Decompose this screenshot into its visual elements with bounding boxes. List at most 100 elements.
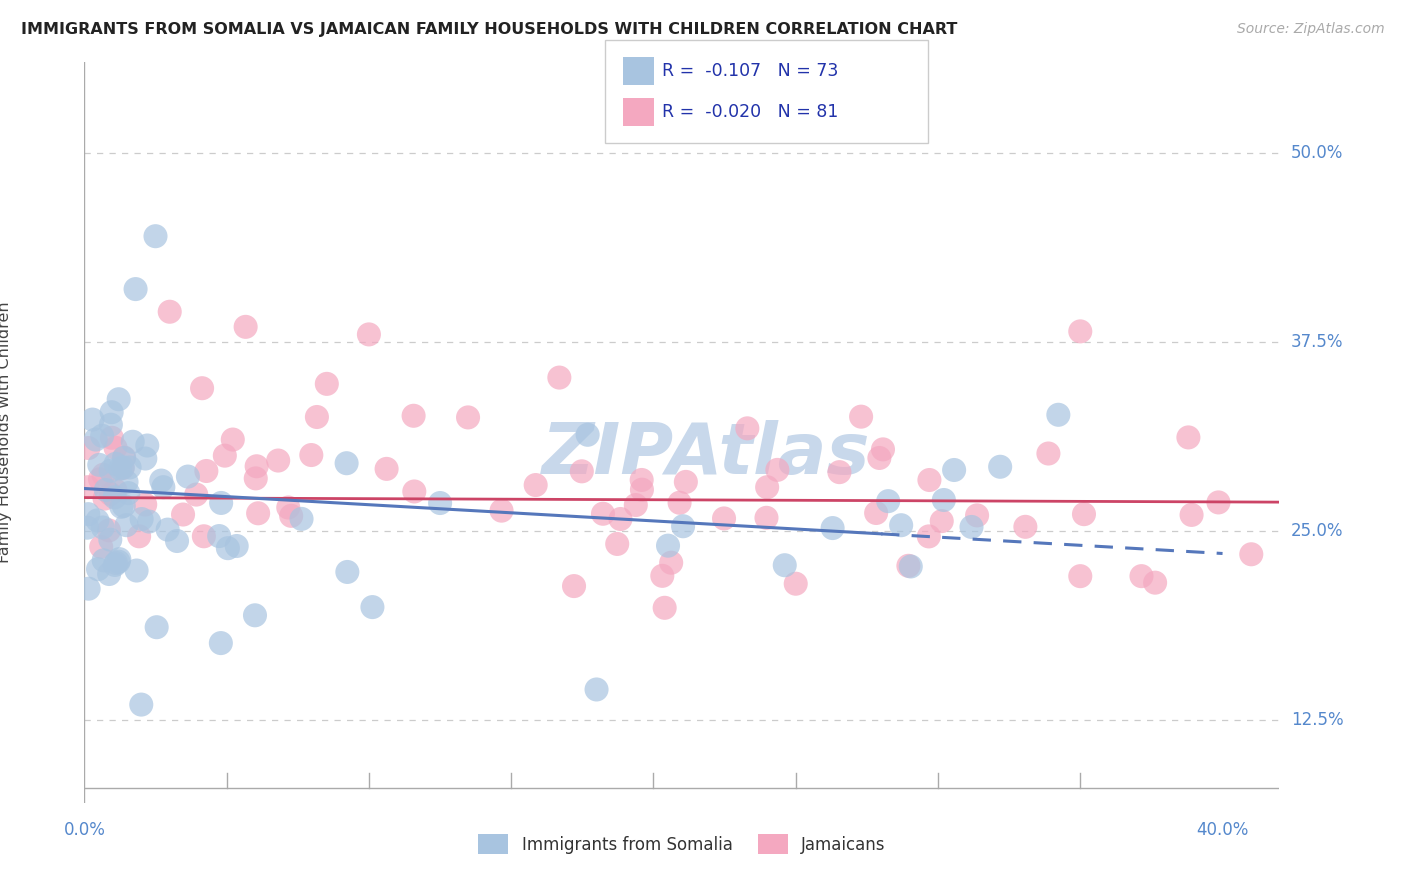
Point <box>86 513 108 527</box>
Point <box>110 500 132 514</box>
Point <box>243 608 266 623</box>
Point <box>208 529 231 543</box>
Point <box>361 600 384 615</box>
Point <box>1240 547 1263 561</box>
Text: R =  -0.107   N = 73: R = -0.107 N = 73 <box>662 62 838 79</box>
Point <box>357 327 380 342</box>
Point <box>222 433 245 447</box>
Point <box>97 524 120 538</box>
Point <box>375 462 398 476</box>
Point <box>659 556 682 570</box>
Point <box>209 496 232 510</box>
Point <box>918 473 941 487</box>
Point <box>1144 575 1167 590</box>
Point <box>125 564 148 578</box>
Point <box>84 433 107 447</box>
Point <box>101 431 124 445</box>
Point <box>988 459 1011 474</box>
Point <box>246 459 269 474</box>
Point <box>134 451 156 466</box>
Point <box>138 515 160 529</box>
Point <box>76 480 98 494</box>
Point <box>868 450 890 465</box>
Point <box>1177 430 1199 444</box>
Point <box>872 442 894 457</box>
Point <box>624 498 647 512</box>
Point <box>1069 325 1091 339</box>
Point <box>98 567 121 582</box>
Point <box>1014 520 1036 534</box>
Point <box>592 507 614 521</box>
Text: 50.0%: 50.0% <box>1291 145 1343 162</box>
Point <box>93 467 115 482</box>
Point <box>136 438 159 452</box>
Point <box>785 576 807 591</box>
Point <box>267 453 290 467</box>
Point <box>773 558 796 573</box>
Point <box>145 229 167 244</box>
Point <box>1038 446 1060 460</box>
Point <box>93 491 115 506</box>
Point <box>111 460 134 475</box>
Point <box>756 480 779 494</box>
Point <box>112 450 135 465</box>
Point <box>145 620 167 634</box>
Point <box>121 434 143 449</box>
Point <box>225 539 247 553</box>
Point <box>100 405 122 419</box>
Point <box>98 533 121 547</box>
Point <box>100 464 122 478</box>
Point <box>245 471 267 485</box>
Point <box>118 460 141 475</box>
Point <box>290 512 312 526</box>
Point <box>966 508 988 523</box>
Point <box>900 559 922 574</box>
Point <box>195 464 218 478</box>
Point <box>117 486 139 500</box>
Point <box>305 409 328 424</box>
Point <box>277 500 299 515</box>
Point <box>865 506 887 520</box>
Point <box>100 487 122 501</box>
Point <box>77 441 100 455</box>
Point <box>606 537 628 551</box>
Point <box>1047 408 1070 422</box>
Point <box>918 529 941 543</box>
Point <box>668 496 690 510</box>
Point <box>630 473 652 487</box>
Point <box>336 565 359 579</box>
Text: Source: ZipAtlas.com: Source: ZipAtlas.com <box>1237 22 1385 37</box>
Point <box>713 511 735 525</box>
Point <box>524 478 547 492</box>
Point <box>107 555 129 569</box>
Point <box>457 410 479 425</box>
Point <box>77 582 100 596</box>
Point <box>214 449 236 463</box>
Point <box>104 457 127 471</box>
Point <box>193 529 215 543</box>
Point <box>191 381 214 395</box>
Point <box>172 508 194 522</box>
Point <box>111 461 134 475</box>
Point <box>134 498 156 512</box>
Point <box>931 514 953 528</box>
Point <box>247 506 270 520</box>
Point <box>429 496 451 510</box>
Point <box>491 503 513 517</box>
Point <box>675 475 697 489</box>
Text: 25.0%: 25.0% <box>1291 522 1343 540</box>
Point <box>877 494 900 508</box>
Point <box>129 698 152 712</box>
Point <box>217 541 239 556</box>
Point <box>299 448 322 462</box>
Point <box>104 483 127 498</box>
Point <box>209 636 232 650</box>
Point <box>828 465 851 479</box>
Point <box>93 553 115 567</box>
Point <box>152 480 174 494</box>
Point <box>159 304 181 318</box>
Point <box>150 474 173 488</box>
Point <box>235 319 257 334</box>
Text: IMMIGRANTS FROM SOMALIA VS JAMAICAN FAMILY HOUSEHOLDS WITH CHILDREN CORRELATION : IMMIGRANTS FROM SOMALIA VS JAMAICAN FAMI… <box>21 22 957 37</box>
Point <box>128 529 150 543</box>
